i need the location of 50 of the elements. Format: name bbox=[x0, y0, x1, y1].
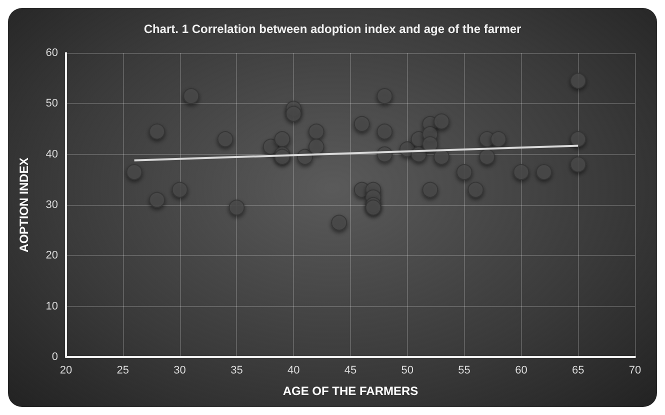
point bbox=[308, 138, 324, 155]
x-tick-label: 25 bbox=[116, 364, 130, 376]
x-tick-label: 60 bbox=[515, 364, 528, 376]
point bbox=[434, 148, 450, 165]
point bbox=[479, 148, 496, 165]
point bbox=[513, 164, 530, 180]
point bbox=[331, 214, 348, 231]
x-tick-label: 45 bbox=[344, 364, 357, 376]
point bbox=[354, 116, 370, 132]
y-tick-label: 10 bbox=[46, 300, 58, 312]
x-tick-label: 65 bbox=[572, 364, 584, 376]
point bbox=[228, 200, 245, 216]
y-tick-label: 30 bbox=[46, 199, 58, 211]
point bbox=[536, 164, 552, 180]
point bbox=[217, 131, 234, 148]
y-tick-label: 40 bbox=[46, 148, 58, 160]
y-tick-label: 0 bbox=[52, 351, 58, 363]
point bbox=[422, 136, 438, 152]
point bbox=[570, 156, 586, 172]
x-tick-label: 40 bbox=[287, 364, 300, 376]
y-tick-label: 50 bbox=[46, 98, 58, 110]
point bbox=[434, 113, 450, 130]
x-tick-label: 70 bbox=[628, 364, 642, 376]
x-axis-title: AGE OF THE FARMERS bbox=[282, 384, 418, 398]
point bbox=[422, 182, 438, 198]
point bbox=[376, 88, 393, 104]
point bbox=[365, 200, 382, 216]
point bbox=[570, 72, 586, 89]
y-tick-label: 60 bbox=[46, 47, 58, 59]
point bbox=[286, 106, 302, 122]
x-tick-label: 50 bbox=[401, 364, 414, 376]
point bbox=[570, 131, 586, 148]
point bbox=[376, 124, 393, 140]
chart-title: Chart. 1 Correlation between adoption index and age of the farmer bbox=[144, 22, 522, 36]
point bbox=[490, 131, 506, 148]
point bbox=[183, 88, 200, 104]
point bbox=[274, 131, 290, 148]
y-axis-title: AOPTION INDEX bbox=[17, 158, 31, 252]
point bbox=[456, 164, 472, 180]
point bbox=[126, 164, 142, 180]
point bbox=[308, 124, 324, 140]
x-tick-label: 30 bbox=[174, 364, 186, 376]
x-tick-label: 35 bbox=[230, 364, 243, 376]
x-tick-label: 20 bbox=[60, 364, 72, 376]
y-tick-label: 20 bbox=[46, 250, 58, 262]
point bbox=[172, 182, 188, 198]
x-tick-label: 55 bbox=[458, 364, 470, 376]
point bbox=[149, 192, 166, 208]
point bbox=[468, 182, 484, 198]
point bbox=[149, 124, 166, 140]
